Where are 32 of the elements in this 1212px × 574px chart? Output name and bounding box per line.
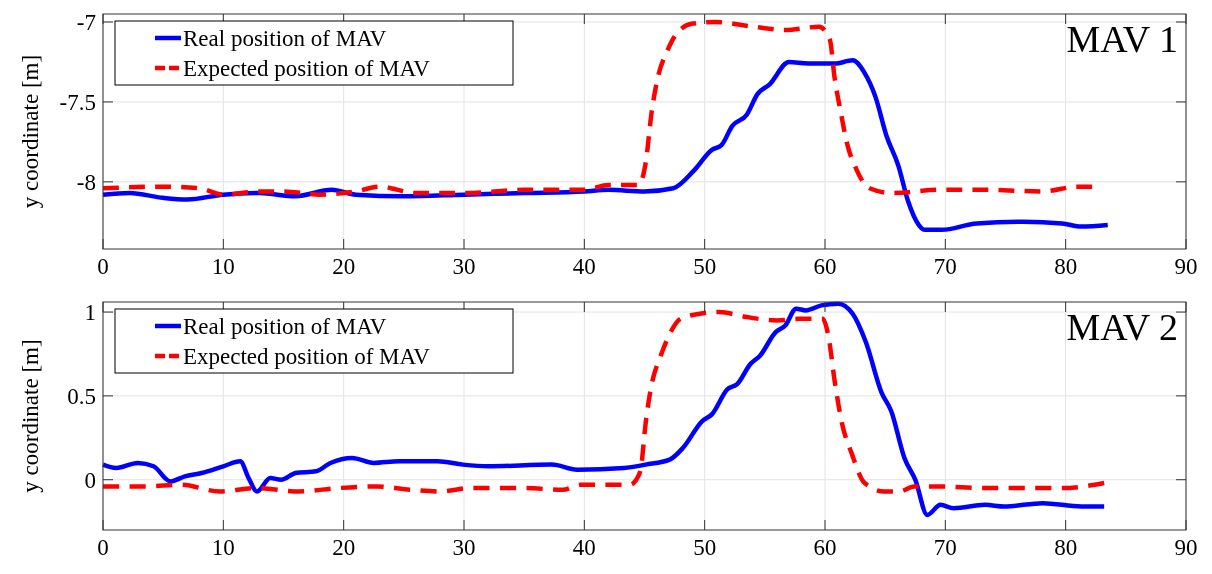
- legend-label: Real position of MAV: [183, 26, 387, 51]
- y-tick-label: 1: [84, 300, 96, 326]
- x-tick-label: 30: [452, 254, 476, 279]
- y-axis-title: y coordinate [m]: [18, 54, 43, 209]
- legend-label: Expected position of MAV: [183, 344, 431, 369]
- legend-label: Expected position of MAV: [183, 56, 431, 81]
- y-tick-label: 0: [84, 467, 96, 493]
- x-tick-label: 20: [332, 254, 356, 279]
- x-tick-label: 20: [332, 535, 356, 560]
- x-tick-label: 60: [813, 254, 837, 279]
- annotation: MAV 2: [1066, 306, 1178, 348]
- x-tick-label: 50: [693, 254, 717, 279]
- x-tick-label: 80: [1054, 535, 1078, 560]
- x-tick-label: 30: [452, 535, 476, 560]
- y-tick-label: -7: [76, 10, 96, 36]
- x-tick-label: 10: [211, 254, 235, 279]
- x-tick-label: 50: [693, 535, 717, 560]
- x-tick-label: 40: [572, 535, 596, 560]
- x-tick-label: 70: [933, 254, 957, 279]
- legend-label: Real position of MAV: [183, 314, 387, 339]
- y-tick-label: -8: [76, 169, 96, 195]
- y-tick-label: -7.5: [59, 89, 96, 115]
- y-axis-title: y coordinate [m]: [18, 339, 43, 493]
- x-tick-label: 90: [1174, 254, 1198, 279]
- annotation: MAV 1: [1066, 18, 1178, 60]
- x-tick-label: 10: [211, 535, 235, 560]
- y-tick-label: 0.5: [67, 383, 96, 409]
- x-tick-label: 80: [1054, 254, 1078, 279]
- x-tick-label: 60: [813, 535, 837, 560]
- x-tick-label: 40: [572, 254, 596, 279]
- x-tick-label: 90: [1174, 535, 1198, 560]
- x-tick-label: 70: [933, 535, 957, 560]
